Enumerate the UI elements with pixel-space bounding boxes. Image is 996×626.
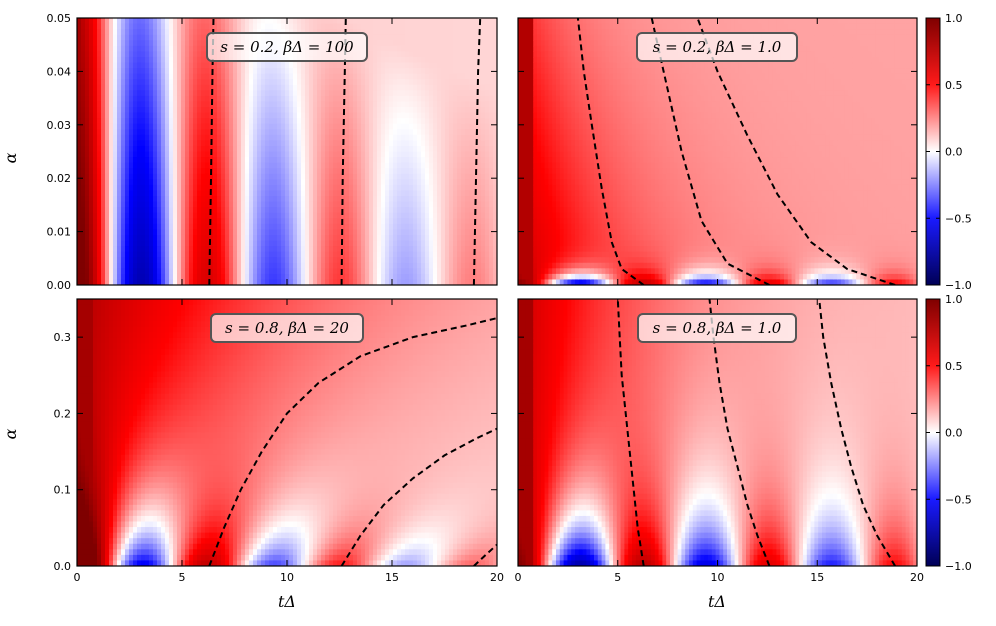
panel-bottom-left: 0 5 10 15 20 0.0 0.1 0.2 0.3 s = 0.8, βΔ = 20 <box>54 298 504 584</box>
contour-line-3 <box>696 18 896 285</box>
colorbar-tick-label: −1.0 <box>945 560 972 573</box>
colorbar-tick-label: −1.0 <box>945 279 972 292</box>
panel-label-box <box>206 32 368 62</box>
y-tick-label: 0.1 <box>54 484 72 497</box>
y-tick-label: 0.00 <box>47 279 72 292</box>
colorbar-top: 1.0 0.5 0.0 −0.5 −1.0 <box>925 12 972 292</box>
x-tick-label: 20 <box>910 571 924 584</box>
panel-label: s = 0.8, βΔ = 1.0 <box>653 319 782 337</box>
colorbar-tick-label: 0.0 <box>945 427 963 440</box>
contour-line-3 <box>818 299 896 566</box>
y-axis-label-top: α <box>1 152 20 163</box>
x-tick-label: 0 <box>74 571 81 584</box>
x-tick-label: 10 <box>711 571 725 584</box>
x-axis-label-left: tΔ <box>278 592 296 611</box>
contour-line-1 <box>208 317 497 566</box>
y-tick-label: 0.03 <box>47 119 72 132</box>
x-tick-label: 10 <box>280 571 294 584</box>
contour-line-1 <box>616 299 645 566</box>
panel-label-box <box>210 313 364 343</box>
contour-line-2 <box>650 18 770 285</box>
heatmap-field <box>77 18 497 285</box>
panel-label-box <box>636 32 798 62</box>
y-tick-label: 0.01 <box>47 226 72 239</box>
heatmap-field <box>77 299 497 566</box>
contour-line-3 <box>473 543 497 566</box>
x-tick-label: 0 <box>515 571 522 584</box>
x-tick-label: 15 <box>385 571 399 584</box>
heatmap-field <box>518 18 917 285</box>
x-tick-label: 15 <box>810 571 824 584</box>
panel-label: s = 0.8, βΔ = 20 <box>225 319 349 337</box>
panel-label: s = 0.2, βΔ = 100 <box>220 38 354 56</box>
colorbar-tick-label: 1.0 <box>945 12 963 25</box>
colorbar-tick-label: 0.0 <box>945 146 963 159</box>
y-tick-label: 0.0 <box>54 560 72 573</box>
x-tick-label: 20 <box>490 571 504 584</box>
y-tick-label: 0.04 <box>47 65 72 78</box>
heatmap-field <box>518 299 917 566</box>
colorbar-tick-label: 0.5 <box>945 360 963 373</box>
colorbar-tick-label: −0.5 <box>945 493 972 506</box>
contour-line-3 <box>472 18 482 285</box>
y-tick-label: 0.05 <box>47 12 72 25</box>
panel-bottom-right: 0 5 10 15 20 s = 0.8, βΔ = 1.0 <box>515 298 924 584</box>
panel-label: s = 0.2, βΔ = 1.0 <box>653 38 782 56</box>
contour-line-2 <box>708 299 771 566</box>
x-tick-label: 5 <box>614 571 621 584</box>
panel-top-right: s = 0.2, βΔ = 1.0 <box>517 17 918 286</box>
panel-label-box <box>637 313 797 343</box>
y-tick-label: 0.02 <box>47 172 72 185</box>
x-axis-label-right: tΔ <box>708 592 726 611</box>
colorbar-bottom: 1.0 0.5 0.0 −0.5 −1.0 <box>925 293 972 573</box>
x-tick-label: 5 <box>179 571 186 584</box>
colorbar-tick-label: 1.0 <box>945 293 963 306</box>
y-axis-label-bottom: α <box>1 428 20 439</box>
colorbar-tick-label: −0.5 <box>945 212 972 225</box>
contour-line-1 <box>576 18 645 285</box>
y-tick-label: 0.3 <box>54 331 72 344</box>
panel-top-left: 0.00 0.01 0.02 0.03 0.04 0.05 s = 0.2, βΔ = 10… <box>47 12 498 292</box>
y-tick-label: 0.2 <box>54 407 72 420</box>
colorbar-tick-label: 0.5 <box>945 79 963 92</box>
contour-line-2 <box>340 427 497 566</box>
